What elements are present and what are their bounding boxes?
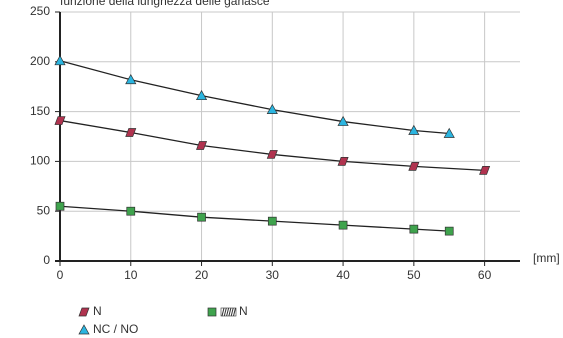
marker [443,127,455,138]
legend-marker [78,307,90,317]
spring-coil [221,307,225,317]
x-tick-label: 30 [266,268,280,282]
marker [337,157,349,166]
marker [54,116,66,125]
marker [409,224,419,234]
spring-coil [230,307,234,317]
series-line [59,205,450,232]
marker [408,162,420,171]
marker [266,150,278,159]
spring-coil [233,307,236,317]
marker [267,216,277,226]
legend-marker [78,324,90,335]
marker [479,166,491,175]
y-tick-label: 50 [37,203,51,217]
x-tick-label: 10 [124,268,138,282]
chart-title: funzione della lunghezza delle ganasce [60,0,270,8]
marker [408,124,420,135]
marker [197,212,206,222]
x-tick-label: 40 [336,268,350,282]
x-tick-label: 20 [195,268,209,282]
marker [126,206,136,216]
marker [125,128,137,137]
marker [266,103,278,114]
x-tick-label: 0 [57,268,64,282]
y-tick-label: 0 [43,253,50,267]
y-tick-label: 100 [30,154,50,168]
y-tick-label: 150 [30,104,50,118]
y-tick-label: 250 [30,4,50,18]
legend-label: N [239,304,248,318]
marker [196,141,208,150]
spring-frame [220,307,237,317]
marker [125,74,137,85]
spring-coil [223,307,227,317]
marker [337,115,349,126]
marker [444,226,454,236]
spring-coil [228,307,232,317]
series-line [59,60,450,135]
marker [54,55,66,66]
marker [195,89,208,101]
x-axis-label: [mm] [533,251,560,265]
spring-icon [220,307,237,317]
x-tick-label: 60 [478,268,492,282]
legend-label: N [93,304,102,318]
y-tick-label: 200 [30,54,50,68]
x-tick-label: 50 [407,268,421,282]
legend-marker [207,307,217,317]
marker [338,220,348,230]
legend-label: NC / NO [93,322,138,336]
spring-coil [226,307,230,317]
marker [55,201,65,211]
